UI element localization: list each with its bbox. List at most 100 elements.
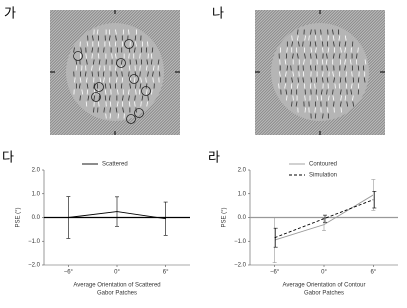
gabor <box>96 29 99 35</box>
target-circles <box>73 39 151 124</box>
gabor <box>344 35 347 41</box>
panel-label: 다 <box>2 151 14 166</box>
gabor <box>304 53 306 59</box>
gabor <box>91 47 94 53</box>
gabor <box>310 77 313 83</box>
gabor <box>109 101 112 107</box>
gabor <box>115 35 117 41</box>
gabor <box>338 35 341 41</box>
y-tick-label: −1.0 <box>234 239 247 245</box>
gabor <box>322 113 324 119</box>
gabor <box>321 59 324 65</box>
gabor <box>80 47 82 53</box>
gabor <box>79 95 81 101</box>
gabor <box>339 77 342 83</box>
legend-label: Simulation <box>309 173 337 179</box>
gabor <box>326 77 329 83</box>
series-line <box>68 211 166 220</box>
gabor <box>309 41 312 47</box>
y-axis-label: PSE (°) <box>16 207 22 227</box>
gabor <box>332 71 334 77</box>
gabor <box>332 53 335 59</box>
legend-label: Scattered <box>102 162 128 168</box>
gabor <box>298 41 300 47</box>
gabor <box>152 71 154 77</box>
gabor <box>326 65 329 71</box>
y-axis-label: PSE (°) <box>222 207 228 227</box>
gabor <box>332 35 335 41</box>
gabor <box>128 53 130 59</box>
gabor <box>109 83 112 89</box>
gabor <box>134 101 136 107</box>
gabor <box>147 95 149 101</box>
gabor <box>135 59 138 65</box>
gabor <box>135 107 137 113</box>
stimulus <box>255 10 385 135</box>
gabor <box>120 83 123 89</box>
gabor <box>116 101 119 107</box>
panel-label: 나 <box>212 7 224 22</box>
gabor <box>296 53 299 59</box>
gabor <box>357 65 360 71</box>
gabor <box>75 65 78 71</box>
gabor <box>93 95 96 101</box>
gabor <box>350 83 353 89</box>
gabor <box>150 59 153 65</box>
gabor <box>86 59 88 65</box>
gabor <box>321 41 324 47</box>
gabor <box>322 47 324 53</box>
gabor <box>295 101 298 107</box>
gabor <box>145 77 147 83</box>
gabor <box>147 41 149 47</box>
gabor <box>103 107 105 113</box>
gabor <box>320 29 322 35</box>
gabor <box>86 41 89 47</box>
gabor <box>114 41 117 47</box>
gabor <box>139 65 141 71</box>
gabor <box>152 77 154 83</box>
gabor <box>364 59 367 65</box>
gabor <box>134 95 136 101</box>
gabor <box>344 59 346 65</box>
gabor <box>105 113 107 119</box>
gabor <box>139 83 142 89</box>
stimulus <box>50 10 180 135</box>
gabor <box>322 71 324 77</box>
y-tick-label: −2.0 <box>28 263 41 269</box>
gabor <box>292 53 294 59</box>
gabor <box>86 83 89 89</box>
gabor <box>349 59 352 65</box>
gabor <box>98 95 100 101</box>
gabor <box>150 53 153 59</box>
gabor <box>340 95 342 101</box>
gabor <box>286 65 288 71</box>
gabor <box>279 71 281 77</box>
gabor <box>85 77 88 83</box>
gabor <box>344 65 346 71</box>
gabor <box>151 89 153 95</box>
gabor <box>127 89 130 95</box>
gabor <box>339 101 342 107</box>
gabor <box>91 53 93 59</box>
y-tick-label: 1.0 <box>238 191 247 197</box>
gabor <box>340 107 342 113</box>
gabor <box>338 53 341 59</box>
gabor <box>97 89 100 95</box>
gabor <box>78 83 81 89</box>
gabor <box>128 65 131 71</box>
gabor <box>320 89 323 95</box>
gabor <box>332 29 334 35</box>
gabor <box>291 77 293 83</box>
gabor <box>297 77 299 83</box>
gabor <box>93 107 95 113</box>
gabor <box>103 47 105 53</box>
gabor <box>351 71 353 77</box>
gabor <box>134 71 137 77</box>
gabor <box>316 95 319 101</box>
gabor <box>152 65 155 71</box>
gabor <box>332 41 335 47</box>
gabor <box>140 101 142 107</box>
gabor <box>98 59 101 65</box>
gabor <box>99 77 102 83</box>
